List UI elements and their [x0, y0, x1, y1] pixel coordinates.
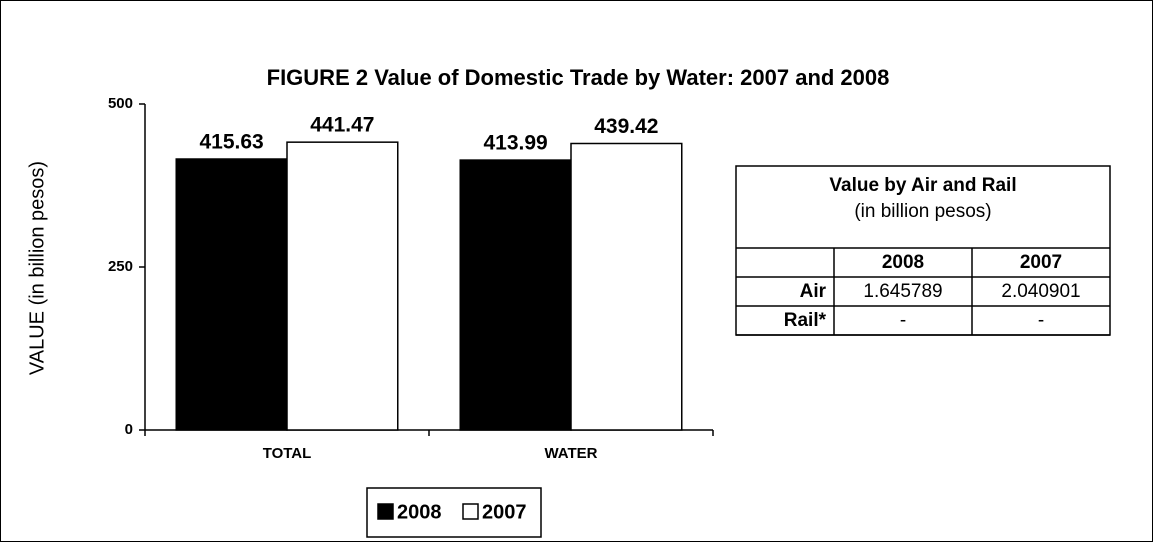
table-cell: -	[1038, 310, 1044, 331]
legend-label: 2007	[482, 501, 527, 523]
inset-table: Value by Air and Rail (in billion pesos)…	[735, 165, 1111, 336]
y-tick-label: 500	[108, 95, 133, 112]
y-axis-label: VALUE (in billion pesos)	[26, 161, 48, 375]
value-label: 413.99	[484, 132, 548, 155]
value-label: 441.47	[310, 114, 374, 137]
value-label: 415.63	[200, 131, 264, 154]
table-cell: 2.040901	[1001, 281, 1080, 302]
value-label: 439.42	[594, 115, 658, 138]
bar	[570, 142, 683, 431]
x-tick-label: TOTAL	[263, 445, 312, 462]
bar	[459, 159, 572, 431]
table-header: 2008	[882, 252, 924, 273]
table-row-label: Air	[800, 281, 827, 302]
table-row-label: Rail*	[784, 310, 827, 331]
table-border	[735, 165, 1111, 336]
y-tick-label: 0	[125, 421, 133, 438]
bar	[175, 158, 288, 431]
x-tick-label: WATER	[544, 445, 597, 462]
table-title: Value by Air and Rail	[829, 175, 1016, 196]
y-tick-label: 250	[108, 258, 133, 275]
table-cell: -	[900, 310, 906, 331]
legend-box	[366, 487, 542, 538]
legend-swatch	[462, 503, 479, 520]
bar	[286, 141, 399, 431]
table-subtitle: (in billion pesos)	[854, 201, 991, 222]
table-header: 2007	[1020, 252, 1062, 273]
legend-swatch	[377, 503, 394, 520]
table-cell: 1.645789	[863, 281, 942, 302]
legend-label: 2008	[397, 501, 442, 523]
chart-title: FIGURE 2 Value of Domestic Trade by Wate…	[267, 65, 890, 90]
